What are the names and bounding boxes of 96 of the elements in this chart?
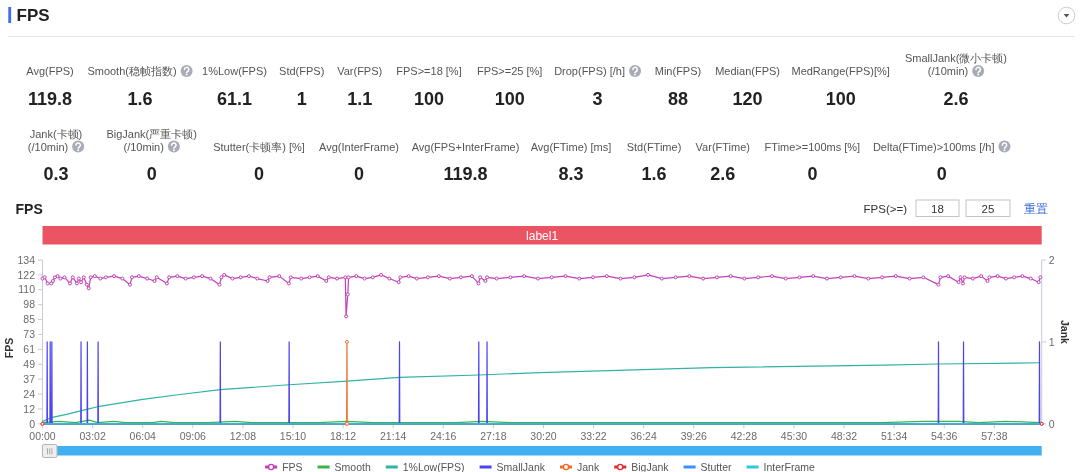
legend-label: BigJank [631,460,670,472]
category-label: Avg(InterFrame) [319,140,399,153]
chart-title: FPS [15,201,43,217]
data-label: 0 [253,163,265,184]
text: 18 [931,203,944,215]
y-tick-label: 98 [23,298,36,311]
x-tick-label: 45:30 [780,429,808,442]
category-label: MedRange(FPS)[%] [791,65,890,77]
x-tick-label: 48:32 [830,429,858,442]
data-label: 120 [732,89,763,109]
y-tick-label: 73 [23,328,36,341]
data-label: 8.3 [558,163,584,184]
x-tick-label: 33:22 [580,429,607,442]
y-tick-label: 110 [18,283,36,296]
x-tick-label: 03:02 [79,429,106,442]
data-label: 1 [296,89,307,109]
data-label: 100 [825,89,856,109]
legend-label: InterFrame [763,460,816,472]
x-tick-label: 51:34 [881,429,908,442]
data-label: 119.8 [443,163,488,184]
category-label: Std(FPS) [279,65,325,77]
y-tick-label: 85 [23,313,36,326]
y-tick-label: 24 [23,387,36,400]
data-label: 0 [353,163,365,184]
data-label: 1.6 [127,89,153,109]
y2-tick-label: 2 [1048,253,1055,266]
category-label: FPS>=25 [%] [476,65,543,77]
data-label: 0 [807,163,818,184]
data-label: 100 [413,89,445,109]
y-tick-label: 61 [23,343,36,356]
data-label: 61.1 [216,89,253,109]
text: 重置 [1024,203,1048,215]
y-tick-label: 134 [17,253,36,266]
category-label: Std(FTime) [626,140,682,153]
category-label: FTime>=100ms [%] [764,140,861,153]
x-tick-label: 30:20 [530,429,557,442]
category-label: BigJank(严重卡顿)(/10min) [106,127,197,153]
category-label: Jank(卡顿)(/10min) [27,127,83,153]
y-tick-label: 122 [17,268,36,281]
category-label: Median(FPS) [715,65,780,77]
legend-label: FPS [282,460,303,472]
text: label1 [526,228,559,243]
x-tick-label: 39:26 [680,429,708,442]
category-label: Var(FPS) [337,65,383,77]
y-axis-title: FPS [3,337,15,359]
data-label: 1.6 [641,163,667,184]
y2-tick-label: 0 [1048,417,1055,430]
category-label: Var(FTime) [695,140,750,153]
legend-label: Jank [577,460,600,472]
data-label: 2.6 [710,163,736,184]
data-label: 119.8 [27,89,73,109]
text: 25 [981,203,995,215]
x-tick-label: 18:12 [329,429,357,442]
y-tick-label: 37 [23,372,36,385]
category-label: Smooth(稳帧指数) [87,65,177,77]
x-tick-label: 36:24 [630,429,657,442]
data-label: 0 [146,163,157,184]
category-label: Stutter(卡顿率) [%] [213,140,305,153]
legend-label: SmallJank [496,460,546,472]
legend-label: 1%Low(FPS) [402,460,465,472]
x-tick-label: 21:14 [380,429,407,442]
data-label: 2.6 [943,89,969,109]
category-label: Avg(FPS) [26,65,74,77]
category-label: Drop(FPS) [/h] [554,65,626,77]
category-label: Avg(FPS+InterFrame) [411,140,520,153]
category-label: Delta(FTime)>100ms [/h] [872,140,995,153]
category-label: Avg(FTime) [ms] [530,140,612,153]
data-label: 0.3 [43,163,69,184]
data-label: 0 [936,163,947,184]
y2-axis-title: Jank [1059,320,1071,345]
y-tick-label: 12 [23,402,36,415]
category-label: Min(FPS) [654,65,702,77]
text: FPS [16,6,50,26]
data-label: 3 [592,89,603,109]
category-label: SmallJank(微小卡顿)(/10min) [904,52,1008,77]
data-label: 1.1 [347,89,373,109]
x-tick-label: 27:18 [480,429,507,442]
x-tick-label: 42:28 [730,429,758,442]
legend-label: Smooth [334,460,371,472]
data-label: 88 [667,89,689,109]
y-tick-label: 0 [29,417,36,430]
x-tick-label: 24:16 [430,429,457,442]
y2-tick-label: 1 [1048,335,1055,348]
category-label: FPS>=18 [%] [396,65,462,77]
x-tick-label: 57:38 [981,429,1008,442]
x-tick-label: 09:06 [179,429,207,442]
x-tick-label: 15:10 [279,429,307,442]
legend-label: Stutter [700,460,733,472]
x-tick-label: 54:36 [931,429,958,442]
text: FPS(>=) [863,203,908,215]
y-tick-label: 49 [23,357,36,370]
x-tick-label: 00:00 [29,429,56,442]
x-tick-label: 06:04 [129,429,156,442]
x-tick-label: 12:08 [229,429,257,442]
data-label: 100 [494,89,525,109]
category-label: 1%Low(FPS) [202,65,267,77]
